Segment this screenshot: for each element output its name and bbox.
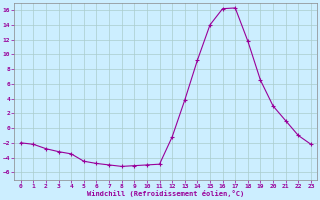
X-axis label: Windchill (Refroidissement éolien,°C): Windchill (Refroidissement éolien,°C) [87, 190, 244, 197]
